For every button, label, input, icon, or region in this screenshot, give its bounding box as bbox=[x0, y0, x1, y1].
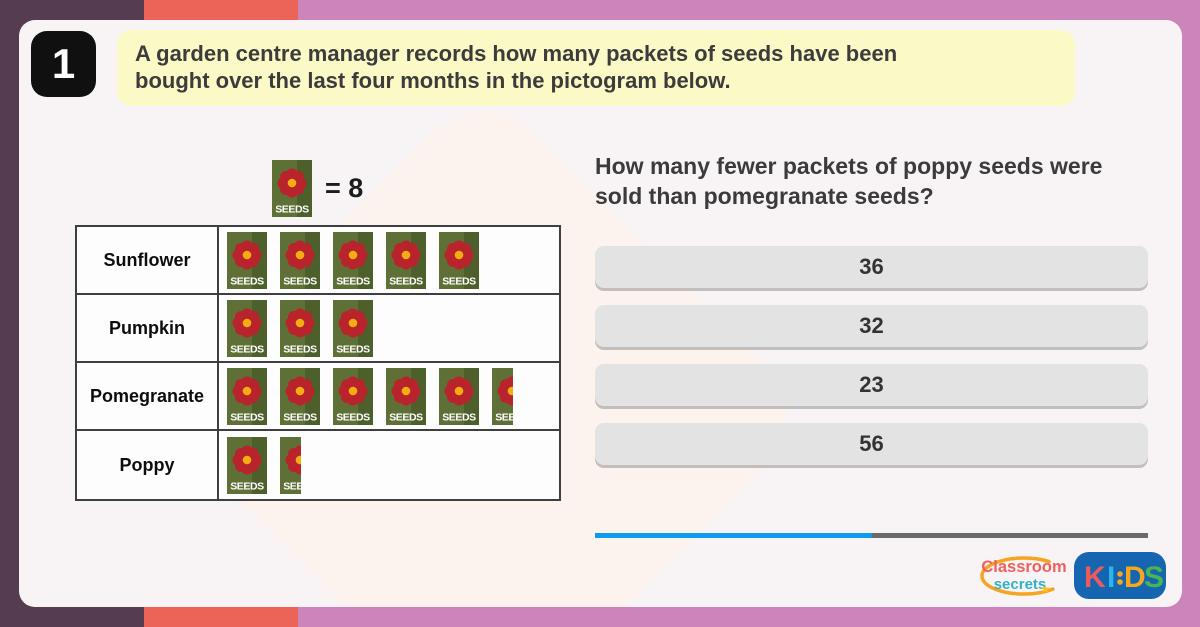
seed-packet-icon: SEEDS bbox=[333, 367, 373, 425]
pictogram-row-icons: SEEDS SEEDS SEEDS bbox=[219, 295, 559, 361]
pictogram-row-label: Pumpkin bbox=[77, 295, 219, 361]
svg-text:SEEDS: SEEDS bbox=[442, 411, 476, 423]
seed-packet-icon: SEEDS bbox=[280, 231, 320, 289]
brand-logos: Classroom secrets ★ K I D S bbox=[980, 552, 1166, 599]
progress-bar bbox=[595, 533, 1148, 538]
seed-packet-icon: SEEDS bbox=[272, 160, 312, 217]
svg-text:SEEDS: SEEDS bbox=[336, 343, 370, 355]
pictogram-row: Poppy SEEDS SEEDS bbox=[77, 431, 559, 499]
seed-packet-icon: SEEDS bbox=[227, 299, 267, 357]
answer-button-4[interactable]: 56 bbox=[595, 423, 1148, 465]
svg-text:SEEDS: SEEDS bbox=[283, 343, 317, 355]
question-prompt-text: A garden centre manager records how many… bbox=[135, 41, 898, 93]
kids-letter-s: S bbox=[1144, 561, 1164, 594]
question-text: How many fewer packets of poppy seeds we… bbox=[595, 153, 1103, 209]
question-number: 1 bbox=[51, 40, 76, 87]
classroom-secrets-logo: Classroom secrets ★ bbox=[980, 555, 1068, 596]
seed-packet-icon: SEEDS bbox=[439, 367, 479, 425]
pictogram-row-label: Poppy bbox=[77, 431, 219, 499]
kids-logo: K I D S bbox=[1074, 552, 1166, 599]
key-value-label: = 8 bbox=[325, 173, 364, 203]
seed-packet-icon: SEEDS bbox=[333, 231, 373, 289]
secrets-wordmark: secrets bbox=[994, 576, 1047, 593]
pictogram-row: Sunflower SEEDS SEEDS bbox=[77, 227, 559, 295]
seed-packet-icon: SEEDS bbox=[227, 231, 267, 289]
seed-packet-icon: SEEDS bbox=[227, 367, 267, 425]
classroom-wordmark: Classroom bbox=[981, 558, 1066, 576]
svg-text:SEEDS: SEEDS bbox=[230, 480, 264, 492]
seed-packet-icon: SEEDS bbox=[333, 299, 373, 357]
seed-packet-icon: SEEDS bbox=[280, 299, 320, 357]
seed-packet-icon: SEEDS bbox=[439, 231, 479, 289]
answer-button-3[interactable]: 23 bbox=[595, 364, 1148, 406]
seed-packet-icon: SEEDS bbox=[386, 367, 426, 425]
svg-text:SEEDS: SEEDS bbox=[283, 480, 301, 492]
svg-text:SEEDS: SEEDS bbox=[442, 275, 476, 287]
pictogram-key: SEEDS = 8 bbox=[272, 160, 363, 217]
answer-list: 36 32 23 56 bbox=[595, 246, 1148, 465]
svg-text:SEEDS: SEEDS bbox=[230, 275, 264, 287]
answer-button-2[interactable]: 32 bbox=[595, 305, 1148, 347]
question-prompt-box: A garden centre manager records how many… bbox=[117, 30, 1075, 106]
svg-text:SEEDS: SEEDS bbox=[336, 275, 370, 287]
kids-letter-d: D bbox=[1124, 561, 1146, 594]
kids-letter-i: I bbox=[1107, 561, 1115, 594]
svg-text:SEEDS: SEEDS bbox=[230, 343, 264, 355]
seed-packet-half-icon: SEEDS bbox=[280, 436, 301, 494]
question-number-badge: 1 bbox=[31, 31, 96, 97]
question-card: 1 A garden centre manager records how ma… bbox=[19, 20, 1182, 607]
pictogram-row: Pomegranate SEEDS SEEDS bbox=[77, 363, 559, 431]
svg-text:SEEDS: SEEDS bbox=[389, 275, 423, 287]
pictogram-row-icons: SEEDS SEEDS SEEDS bbox=[219, 363, 559, 429]
kids-colon-dot bbox=[1117, 579, 1123, 585]
seed-packet-half-icon: SEEDS bbox=[492, 367, 513, 425]
pictogram-row: Pumpkin SEEDS SEEDS bbox=[77, 295, 559, 363]
svg-text:SEEDS: SEEDS bbox=[495, 411, 513, 423]
kids-letter-k: K bbox=[1084, 561, 1106, 594]
svg-text:SEEDS: SEEDS bbox=[389, 411, 423, 423]
key-seed-packet-icon: SEEDS bbox=[272, 160, 312, 217]
pictogram-row-icons: SEEDS SEEDS bbox=[219, 431, 559, 499]
seed-packet-icon: SEEDS bbox=[386, 231, 426, 289]
svg-text:SEEDS: SEEDS bbox=[275, 204, 309, 216]
svg-text:SEEDS: SEEDS bbox=[283, 275, 317, 287]
pictogram-table: Sunflower SEEDS SEEDS bbox=[75, 225, 561, 501]
seed-packet-icon: SEEDS bbox=[280, 367, 320, 425]
pictogram-row-label: Pomegranate bbox=[77, 363, 219, 429]
svg-text:SEEDS: SEEDS bbox=[336, 411, 370, 423]
svg-text:SEEDS: SEEDS bbox=[230, 411, 264, 423]
star-icon: ★ bbox=[1040, 582, 1051, 596]
progress-bar-fill bbox=[595, 533, 872, 538]
pictogram-row-icons: SEEDS SEEDS SEEDS bbox=[219, 227, 559, 293]
svg-text:SEEDS: SEEDS bbox=[283, 411, 317, 423]
kids-colon-dot bbox=[1117, 571, 1123, 577]
answer-button-1[interactable]: 36 bbox=[595, 246, 1148, 288]
seed-packet-icon: SEEDS bbox=[227, 436, 267, 494]
pictogram-row-label: Sunflower bbox=[77, 227, 219, 293]
